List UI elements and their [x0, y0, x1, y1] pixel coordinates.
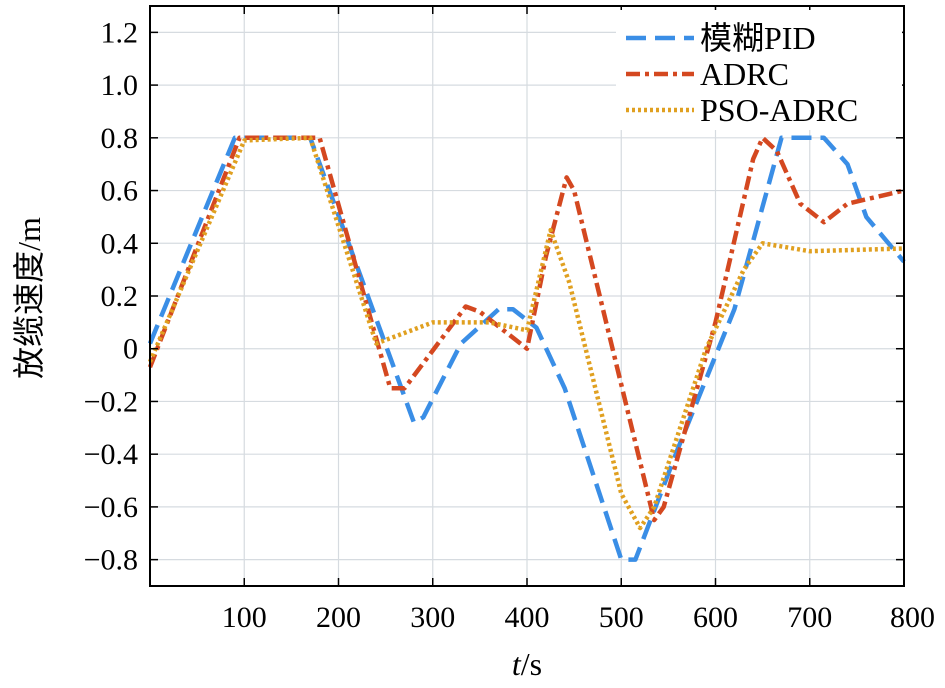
x-tick-label: 300 [410, 601, 455, 634]
y-tick-label: 0.6 [101, 175, 139, 208]
y-tick-label: 1.0 [101, 69, 139, 102]
y-tick-label: 0 [123, 333, 138, 366]
y-tick-label: 0.2 [101, 280, 139, 313]
x-tick-label: 100 [222, 601, 267, 634]
y-tick-label: 0.8 [101, 122, 139, 155]
x-tick-label: 400 [505, 601, 550, 634]
ticks: 100 200 300 400 500 600 700 800 1.2 1.0 0.8 0.6 0.4 0… [84, 6, 935, 634]
y-tick-label: −0.4 [84, 438, 138, 471]
x-tick-label: 700 [787, 601, 832, 634]
x-axis-label-variable: t [512, 646, 522, 682]
x-tick-label: 600 [693, 601, 738, 634]
x-tick-label: 800 [890, 601, 935, 634]
series-line-3 [147, 135, 905, 531]
y-tick-label: −0.8 [84, 544, 138, 577]
series-lines [147, 135, 906, 562]
y-tick-label: 0.4 [101, 227, 139, 260]
x-axis-label-unit: /s [521, 646, 542, 682]
series-line-1 [147, 135, 906, 562]
y-tick-label: −0.2 [84, 385, 138, 418]
legend-label-2: ADRC [700, 56, 789, 92]
x-axis-label: t/s [512, 646, 542, 682]
legend-label-1: 模糊PID [700, 20, 816, 56]
y-tick-label: 1.2 [101, 16, 139, 49]
y-axis-label: 放缆速度/m [11, 217, 47, 379]
legend-label-3: PSO-ADRC [700, 92, 858, 128]
x-tick-label: 500 [599, 601, 644, 634]
y-tick-label: −0.6 [84, 491, 138, 524]
x-tick-label: 200 [316, 601, 361, 634]
series-line-2 [147, 135, 905, 523]
